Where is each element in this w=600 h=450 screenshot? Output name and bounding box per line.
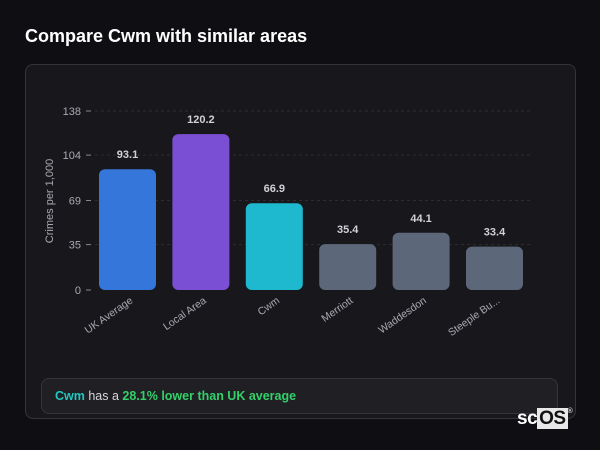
- x-tick-label: Cwm: [256, 294, 283, 318]
- summary-connector: has a: [84, 389, 123, 403]
- y-tick-label: 0: [75, 285, 81, 297]
- summary-place: Cwm: [55, 389, 85, 403]
- x-tick-label: Local Area: [161, 295, 209, 333]
- y-axis-label: Crimes per 1,000: [44, 159, 56, 243]
- bar-local-area: [172, 134, 230, 290]
- x-tick-label: Merriott: [319, 295, 355, 325]
- x-tick-label: Steeple Bu...: [446, 295, 502, 339]
- page-title: Compare Cwm with similar areas: [25, 26, 308, 46]
- bar-value-label: 35.4: [337, 224, 359, 236]
- bar-value-label: 33.4: [484, 227, 506, 239]
- bar-value-label: 93.1: [117, 149, 138, 161]
- bar-cwm: [245, 203, 303, 290]
- scos-logo: sc OS ®: [517, 408, 573, 429]
- bar-steeple-bu-: [466, 246, 523, 290]
- bar-merriott: [319, 244, 377, 290]
- x-tick-label: UK Average: [83, 295, 136, 337]
- x-tick-label: Waddesdon: [376, 295, 429, 337]
- bar-value-label: 66.9: [264, 183, 285, 195]
- y-tick-label: 69: [69, 196, 81, 208]
- bar-value-label: 120.2: [187, 114, 215, 126]
- bar-value-label: 44.1: [410, 213, 431, 225]
- bar-waddesdon: [392, 232, 450, 290]
- summary-box: Cwm has a 28.1% lower than UK average: [41, 378, 558, 414]
- bar-uk-average: [99, 169, 156, 290]
- y-tick-label: 138: [63, 106, 81, 118]
- y-tick-label: 35: [69, 240, 81, 252]
- summary-highlight: 28.1% lower than UK average: [122, 389, 297, 403]
- y-tick-label: 104: [63, 150, 81, 162]
